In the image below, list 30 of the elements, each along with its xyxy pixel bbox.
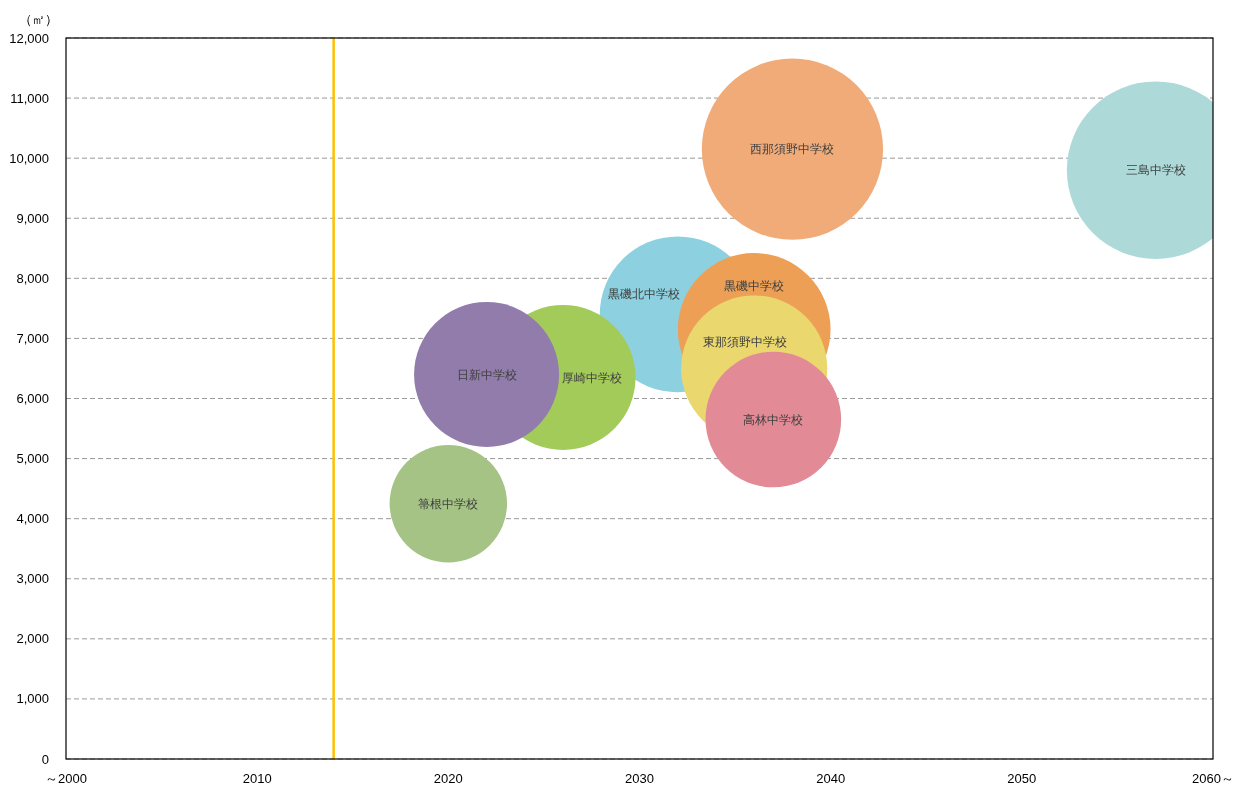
series-label: 三島中学校 — [1126, 163, 1186, 177]
x-tick-label: 2040 — [816, 770, 846, 786]
x-tick-label: 2050 — [1007, 770, 1037, 786]
series-label: 箒根中学校 — [418, 497, 478, 511]
series-label: 東那須野中学校 — [703, 335, 787, 349]
x-tick-label: 2020 — [433, 770, 463, 786]
y-tick-label: 7,000 — [16, 330, 49, 346]
series-label: 厚崎中学校 — [562, 371, 622, 385]
series-label: 西那須野中学校 — [750, 142, 834, 156]
y-tick-label: 8,000 — [16, 270, 49, 286]
x-tick-label: ～2000 — [45, 770, 87, 786]
y-tick-label: 6,000 — [16, 391, 49, 406]
x-tick-label: 2060～ — [1192, 770, 1234, 786]
x-tick-label: 2010 — [242, 770, 272, 786]
series-label: 黒磯中学校 — [724, 279, 784, 293]
y-tick-label: 10,000 — [9, 150, 49, 166]
y-tick-label: 0 — [41, 751, 49, 767]
y-tick-label: 9,000 — [16, 210, 49, 226]
y-tick-label: 2,000 — [16, 631, 49, 647]
y-tick-label: 3,000 — [16, 571, 49, 587]
series-label: 高林中学校 — [743, 413, 803, 427]
y-tick-label: 5,000 — [16, 451, 49, 467]
y-tick-label: 4,000 — [16, 511, 49, 527]
y-tick-label: 1,000 — [16, 691, 49, 707]
y-tick-label: 12,000 — [9, 30, 49, 46]
series-label: 日新中学校 — [457, 368, 517, 382]
y-axis-title: （㎡） — [18, 11, 58, 27]
x-tick-label: 2030 — [625, 770, 654, 786]
y-tick-label: 11,000 — [10, 90, 49, 106]
series-label: 黒磯北中学校 — [608, 287, 680, 301]
